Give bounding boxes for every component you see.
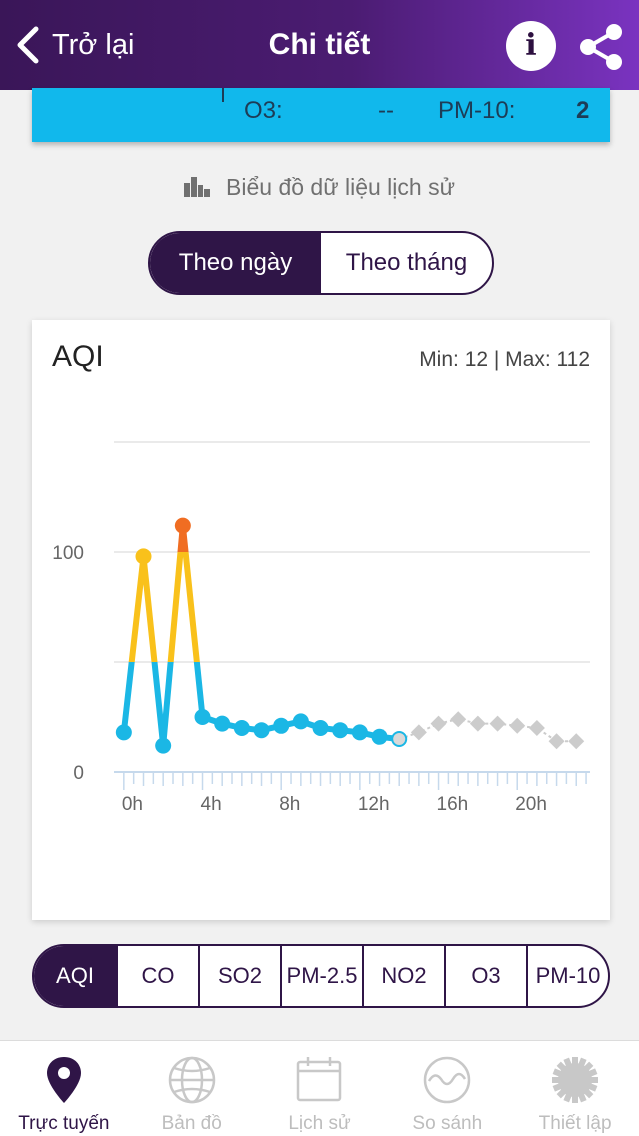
aqi-line-chart: 0h 4h 8h 12h 16h 20h 0 100 [52,441,590,815]
x-tick-label: 12h [358,794,390,815]
data-point [312,720,329,736]
forecast-point [430,715,447,732]
tab-by-day[interactable]: Theo ngày [150,233,321,293]
metric-tab-pm25[interactable]: PM-2.5 [282,946,364,1006]
tab-compare[interactable]: So sánh [383,1041,511,1136]
pm10-value: 2 [576,97,590,124]
metric-tab-aqi[interactable]: AQI [34,946,118,1006]
x-tick-label: 16h [437,794,469,815]
metric-tab-pm10[interactable]: PM-10 [535,963,601,988]
x-tick-label: 20h [515,794,547,815]
data-point [391,731,408,747]
measured-line-segment [120,662,400,749]
chart-min-max: Min: 12 | Max: 112 [419,348,590,371]
data-point [115,724,132,741]
y-tick-label: 0 [73,763,84,784]
strip-divider [222,88,224,102]
location-pin-icon [46,1057,81,1103]
x-tick-label: 8h [279,794,300,815]
forecast-point [410,724,427,741]
o3-value: -- [378,97,394,124]
data-point [233,720,250,736]
metric-tab-o3[interactable]: O3 [446,946,528,1006]
data-point [351,724,368,741]
tab-settings[interactable]: Thiết lập [511,1041,639,1136]
data-point [135,548,152,565]
forecast-point [568,733,585,750]
page-title: Chi tiết [268,28,371,61]
tab-history-label: Lịch sử [288,1113,351,1134]
metric-tab-so2[interactable]: SO2 [200,946,282,1006]
metric-tab-no2[interactable]: NO2 [364,946,446,1006]
forecast-point [489,715,506,732]
metric-selector: AQI CO SO2 PM-2.5 NO2 O3 PM-10 [32,944,610,1008]
forecast-point [469,715,486,732]
share-icon[interactable] [574,20,628,74]
forecast-point [548,733,565,750]
tab-live[interactable]: Trực tuyến [0,1041,128,1136]
tab-settings-label: Thiết lập [538,1113,612,1134]
period-toggle: Theo ngày Theo tháng [148,231,494,295]
forecast-point [509,717,526,734]
forecast-point [528,720,545,736]
bottom-tab-bar: Trực tuyến Bản đồ Lịch sử So sánh [0,1040,639,1136]
app-header: Trở lại Chi tiết i [0,0,639,90]
aqi-chart-card: 0h 4h 8h 12h 16h 20h 0 100 AQI Min: 12 | Max: 1… [32,320,610,920]
air-quality-values-strip: O3: -- PM-10: 2 [32,88,610,142]
x-tick-label: 0h [122,794,143,815]
x-tick-label: 4h [201,794,222,815]
forecast-point [450,711,467,728]
data-point [332,722,349,739]
tab-history[interactable]: Lịch sử [256,1041,384,1136]
data-point [292,713,309,730]
info-button[interactable]: i [506,21,556,71]
tab-compare-label: So sánh [412,1113,483,1134]
gear-icon [552,1057,599,1103]
forecast-line [398,718,577,743]
tab-live-label: Trực tuyến [18,1113,110,1134]
pm10-label: PM-10: [438,97,516,124]
tab-map[interactable]: Bản đồ [128,1041,256,1136]
data-point [273,717,290,734]
data-point [214,715,231,732]
tab-by-month[interactable]: Theo tháng [345,249,468,276]
data-point [155,737,172,754]
chart-title: AQI [52,340,104,373]
history-chart-heading: Biểu đồ dữ liệu lịch sử [0,174,639,201]
back-button[interactable]: Trở lại [14,22,134,68]
data-point [174,517,191,534]
chevron-left-icon [17,26,39,64]
data-point [371,728,388,745]
tab-map-label: Bản đồ [161,1113,222,1134]
calendar-icon [297,1057,342,1102]
y-tick-label: 100 [52,543,84,564]
bar-chart-icon [184,177,211,197]
history-label: Biểu đồ dữ liệu lịch sử [226,174,455,200]
globe-icon [168,1056,215,1104]
metric-tab-co[interactable]: CO [118,946,200,1006]
data-point [253,722,270,739]
data-point [194,709,211,725]
back-label: Trở lại [52,28,135,61]
compare-wave-icon [424,1056,471,1104]
o3-label: O3: [244,97,283,124]
